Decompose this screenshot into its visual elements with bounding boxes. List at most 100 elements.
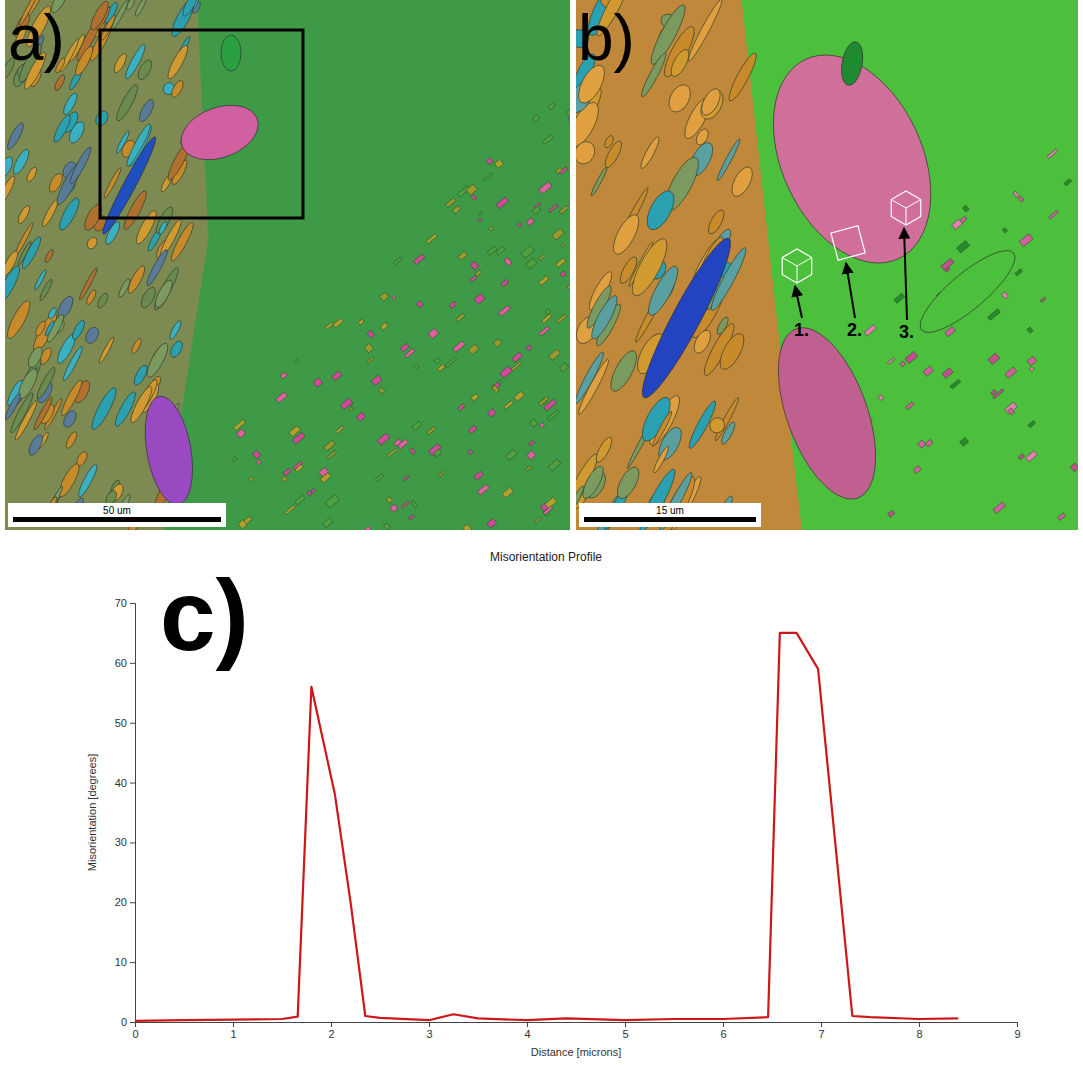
- grain: [445, 357, 456, 367]
- grain: [517, 222, 522, 227]
- grain: [638, 135, 661, 170]
- grain: [725, 51, 760, 104]
- grain: [295, 495, 305, 505]
- grain: [838, 40, 865, 87]
- grain: [275, 392, 287, 403]
- grain: [1004, 402, 1017, 414]
- grain: [542, 314, 552, 323]
- grain: [555, 167, 562, 174]
- grain: [511, 361, 522, 370]
- grain: [1001, 292, 1008, 299]
- grain: [603, 134, 615, 149]
- tick-label: 9: [1014, 1028, 1020, 1040]
- grain: [380, 292, 389, 301]
- grain: [386, 497, 392, 503]
- grain: [1005, 367, 1017, 378]
- grain: [137, 98, 157, 124]
- grain: [72, 44, 95, 77]
- grain: [458, 404, 466, 411]
- grain: [512, 352, 523, 362]
- grain: [413, 254, 425, 265]
- grain: [652, 445, 671, 474]
- grain: [715, 330, 748, 373]
- grain: [110, 0, 130, 31]
- tick-mark: [130, 1022, 135, 1023]
- grain: [5, 121, 26, 151]
- grain: [78, 267, 99, 301]
- grain: [232, 457, 238, 462]
- tick-label: 2: [328, 1028, 334, 1040]
- axis-line: [130, 604, 136, 1023]
- grain: [505, 449, 517, 461]
- grain: [233, 420, 245, 431]
- grain: [606, 347, 642, 394]
- grain: [539, 423, 544, 428]
- tick-label: 0: [121, 1016, 127, 1028]
- grain: [371, 375, 382, 386]
- grain: [576, 350, 607, 405]
- grain: [561, 243, 565, 247]
- grain: [474, 294, 485, 305]
- grain: [61, 409, 79, 430]
- grain: [544, 399, 557, 411]
- tick-label: 0: [132, 1028, 138, 1040]
- grain: [1070, 463, 1078, 472]
- grain: [53, 74, 67, 92]
- grain: [527, 451, 536, 460]
- arrow: [904, 228, 907, 320]
- tick: 30: [115, 836, 135, 848]
- panel-label: b): [578, 2, 635, 74]
- grain: [888, 510, 895, 517]
- grain: [390, 504, 398, 512]
- grain: [132, 363, 150, 386]
- grain: [88, 385, 120, 432]
- grain: [379, 387, 385, 394]
- grain: [180, 0, 200, 18]
- tick-mark: [130, 723, 135, 724]
- grain: [380, 322, 388, 330]
- tick: 1: [230, 1022, 236, 1040]
- grain: [913, 466, 921, 474]
- grain: [905, 351, 918, 363]
- tick: 60: [115, 657, 135, 669]
- grain: [483, 173, 492, 181]
- grain: [559, 205, 568, 213]
- grain: [988, 309, 1001, 321]
- grain: [878, 395, 884, 401]
- x-axis-title: Distance [microns]: [531, 1046, 621, 1058]
- grain: [993, 502, 1006, 514]
- grain: [521, 245, 535, 258]
- tick: 50: [115, 717, 135, 729]
- grain: [383, 523, 390, 530]
- grain: [543, 506, 553, 515]
- grain: [478, 211, 483, 215]
- grain: [468, 425, 477, 433]
- scale-bar-label: 15 um: [656, 505, 684, 516]
- grain: [238, 520, 247, 529]
- grain: [477, 484, 489, 495]
- grain: [35, 366, 58, 400]
- marker-label: 3.: [899, 322, 914, 342]
- grain: [539, 326, 550, 336]
- grain: [552, 228, 564, 240]
- grain: [336, 426, 345, 434]
- grain: [887, 358, 894, 365]
- grain: [55, 294, 76, 321]
- grain: [759, 315, 896, 512]
- grain: [547, 410, 559, 420]
- grain: [588, 293, 622, 342]
- panel-label: a): [8, 2, 65, 74]
- grain: [367, 330, 375, 338]
- grain: [942, 368, 953, 379]
- crystal-icon: [782, 249, 811, 283]
- tick-mark: [625, 1022, 626, 1027]
- map-panel: 15 umb)1.2.3.: [576, 0, 1078, 530]
- grain: [543, 134, 554, 144]
- grain: [293, 461, 302, 470]
- grain: [5, 392, 23, 421]
- map-region: [5, 0, 208, 530]
- crystal-icon: [783, 258, 811, 283]
- scale-bar-label: 50 um: [103, 505, 131, 516]
- grain: [322, 518, 333, 528]
- y-axis-title: Misorientation [degrees]: [86, 754, 98, 871]
